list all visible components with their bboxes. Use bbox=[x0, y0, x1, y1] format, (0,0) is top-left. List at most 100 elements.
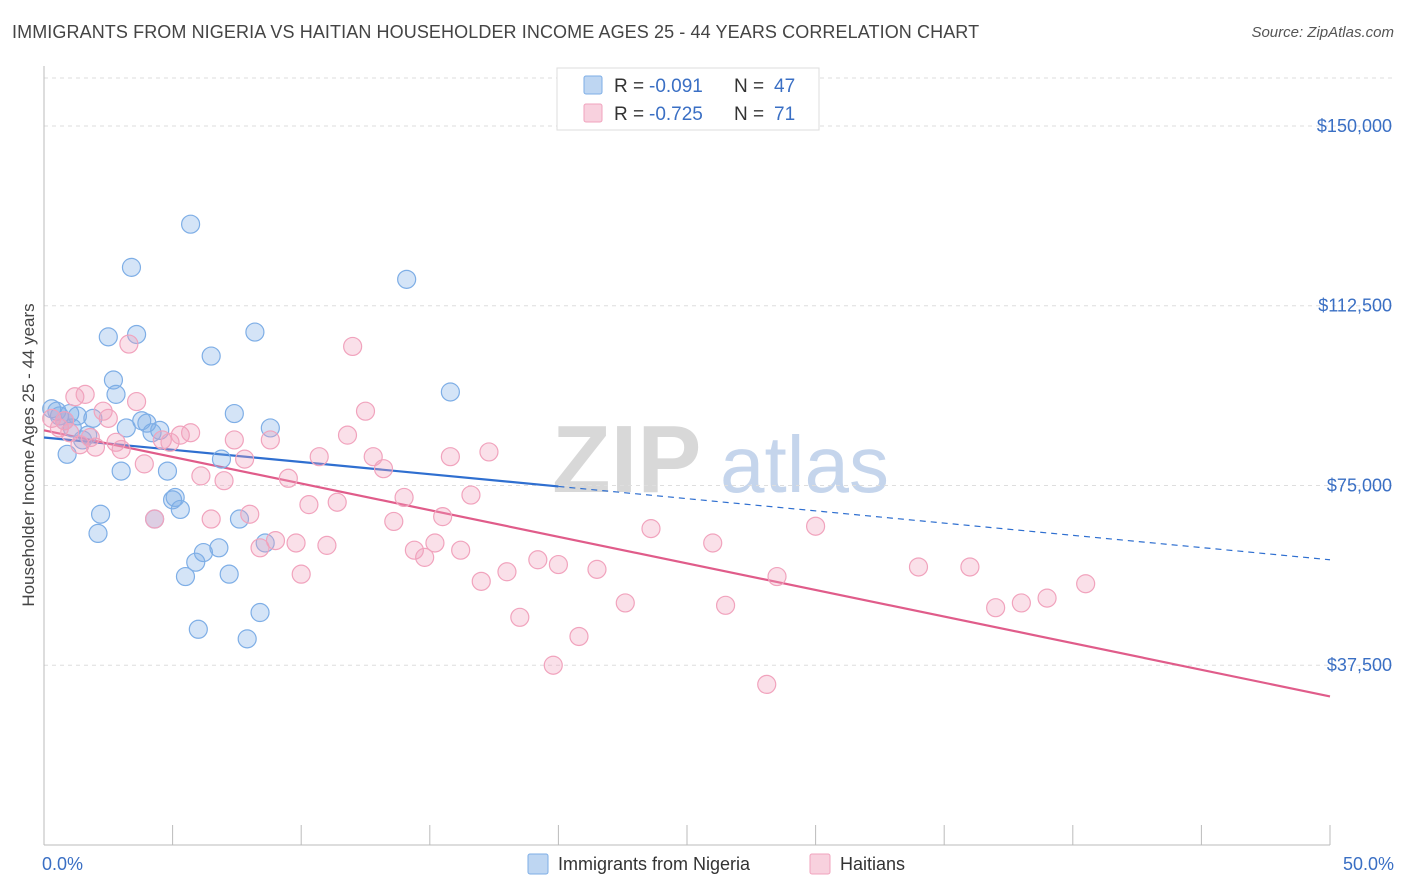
point-haitians-7 bbox=[80, 427, 100, 448]
point-haitians-68 bbox=[960, 557, 980, 577]
point-haitians-28 bbox=[260, 430, 280, 450]
x-tick-label-1: 50.0% bbox=[1343, 854, 1394, 874]
point-haitians-32 bbox=[291, 564, 311, 584]
point-haitians-34 bbox=[309, 447, 329, 467]
point-haitians-20 bbox=[181, 423, 201, 443]
point-nigeria-42 bbox=[250, 602, 270, 623]
point-haitians-54 bbox=[510, 607, 530, 627]
point-haitians-52 bbox=[479, 442, 499, 462]
point-nigeria-36 bbox=[211, 449, 232, 469]
point-haitians-26 bbox=[240, 504, 260, 524]
point-nigeria-13 bbox=[98, 327, 118, 347]
point-haitians-62 bbox=[703, 533, 723, 553]
data-points bbox=[42, 214, 1096, 695]
point-nigeria-30 bbox=[181, 214, 201, 234]
legend-n-value-nigeria: 47 bbox=[774, 76, 795, 97]
watermark-zip: ZIP bbox=[552, 406, 701, 513]
point-haitians-48 bbox=[440, 447, 460, 467]
point-nigeria-26 bbox=[163, 490, 183, 510]
x-tick-labels: 0.0% 50.0% bbox=[42, 854, 1394, 874]
point-nigeria-12 bbox=[90, 504, 111, 524]
point-haitians-61 bbox=[641, 519, 661, 539]
point-haitians-38 bbox=[343, 336, 363, 357]
point-haitians-55 bbox=[528, 550, 548, 570]
point-haitians-35 bbox=[317, 535, 337, 555]
point-haitians-8 bbox=[85, 437, 106, 457]
point-nigeria-34 bbox=[201, 346, 221, 366]
point-haitians-10 bbox=[98, 408, 118, 428]
y-tick-label-1: $75,000 bbox=[1327, 475, 1392, 495]
point-haitians-65 bbox=[767, 566, 787, 587]
point-nigeria-14 bbox=[103, 370, 124, 390]
point-haitians-64 bbox=[757, 674, 777, 695]
point-nigeria-16 bbox=[111, 461, 131, 481]
point-haitians-42 bbox=[384, 511, 404, 532]
point-nigeria-29 bbox=[175, 566, 196, 587]
point-nigeria-19 bbox=[126, 324, 147, 345]
point-haitians-5 bbox=[70, 435, 90, 455]
point-nigeria-31 bbox=[186, 552, 206, 572]
point-haitians-15 bbox=[134, 454, 154, 474]
y-tick-label-2: $112,500 bbox=[1318, 296, 1392, 316]
point-nigeria-35 bbox=[209, 538, 229, 558]
trend-line-nigeria-projection bbox=[558, 485, 1331, 561]
y-tick-label-3: $150,000 bbox=[1317, 116, 1392, 136]
y-tick-label-0: $37,500 bbox=[1327, 655, 1392, 675]
point-nigeria-18 bbox=[121, 257, 142, 277]
point-haitians-72 bbox=[1076, 574, 1096, 594]
point-haitians-2 bbox=[54, 411, 75, 431]
point-haitians-14 bbox=[126, 391, 147, 412]
point-haitians-70 bbox=[1011, 593, 1031, 613]
legend-r-value-nigeria: -0.091 bbox=[649, 76, 703, 97]
point-nigeria-25 bbox=[157, 461, 178, 481]
point-haitians-37 bbox=[337, 425, 358, 445]
point-nigeria-6 bbox=[57, 444, 77, 464]
gridlines bbox=[44, 77, 1394, 666]
point-haitians-60 bbox=[615, 593, 635, 613]
point-nigeria-15 bbox=[106, 384, 126, 404]
legend-swatch-haitians bbox=[583, 103, 603, 123]
point-haitians-45 bbox=[415, 547, 435, 567]
point-haitians-36 bbox=[327, 492, 347, 512]
point-haitians-57 bbox=[548, 554, 569, 575]
point-nigeria-7 bbox=[67, 406, 88, 426]
point-haitians-41 bbox=[373, 459, 394, 479]
point-haitians-27 bbox=[250, 538, 270, 558]
legend-n-value-haitians: 71 bbox=[774, 104, 795, 125]
watermark-atlas: atlas bbox=[720, 420, 889, 509]
point-haitians-49 bbox=[451, 540, 471, 560]
point-nigeria-10 bbox=[83, 408, 103, 428]
point-haitians-16 bbox=[144, 509, 165, 529]
point-haitians-50 bbox=[461, 485, 481, 505]
point-nigeria-46 bbox=[440, 382, 460, 402]
point-nigeria-39 bbox=[229, 509, 250, 529]
point-haitians-23 bbox=[214, 471, 234, 491]
y-axis-label: Householder Income Ages 25 - 44 years bbox=[19, 303, 38, 606]
point-nigeria-33 bbox=[193, 542, 214, 563]
point-haitians-43 bbox=[394, 487, 414, 508]
point-haitians-6 bbox=[75, 384, 95, 404]
point-haitians-24 bbox=[224, 430, 244, 450]
point-nigeria-41 bbox=[245, 322, 265, 342]
point-haitians-33 bbox=[299, 495, 319, 515]
point-haitians-63 bbox=[715, 595, 736, 615]
legend-r-value-haitians: -0.725 bbox=[649, 104, 703, 125]
trend-line-haitians bbox=[43, 429, 1331, 698]
legend-n-label-haitians: N = bbox=[734, 104, 764, 125]
legend-swatch-nigeria bbox=[583, 75, 603, 95]
point-haitians-30 bbox=[278, 468, 298, 488]
x-tick-label-0: 0.0% bbox=[42, 854, 83, 874]
point-haitians-71 bbox=[1037, 588, 1057, 608]
point-haitians-12 bbox=[111, 439, 131, 460]
bottom-legend: Immigrants from Nigeria Haitians bbox=[527, 853, 905, 875]
point-haitians-69 bbox=[986, 598, 1006, 618]
point-haitians-22 bbox=[201, 509, 221, 529]
point-haitians-39 bbox=[355, 401, 376, 421]
point-haitians-18 bbox=[160, 432, 180, 452]
y-tick-labels: $37,500 $75,000 $112,500 $150,000 bbox=[1317, 116, 1392, 675]
bottom-legend-swatch-nigeria bbox=[527, 853, 549, 875]
point-haitians-25 bbox=[235, 449, 255, 469]
legend-r-label-nigeria: R = bbox=[614, 76, 644, 97]
point-nigeria-40 bbox=[237, 629, 257, 649]
point-nigeria-27 bbox=[165, 487, 185, 508]
